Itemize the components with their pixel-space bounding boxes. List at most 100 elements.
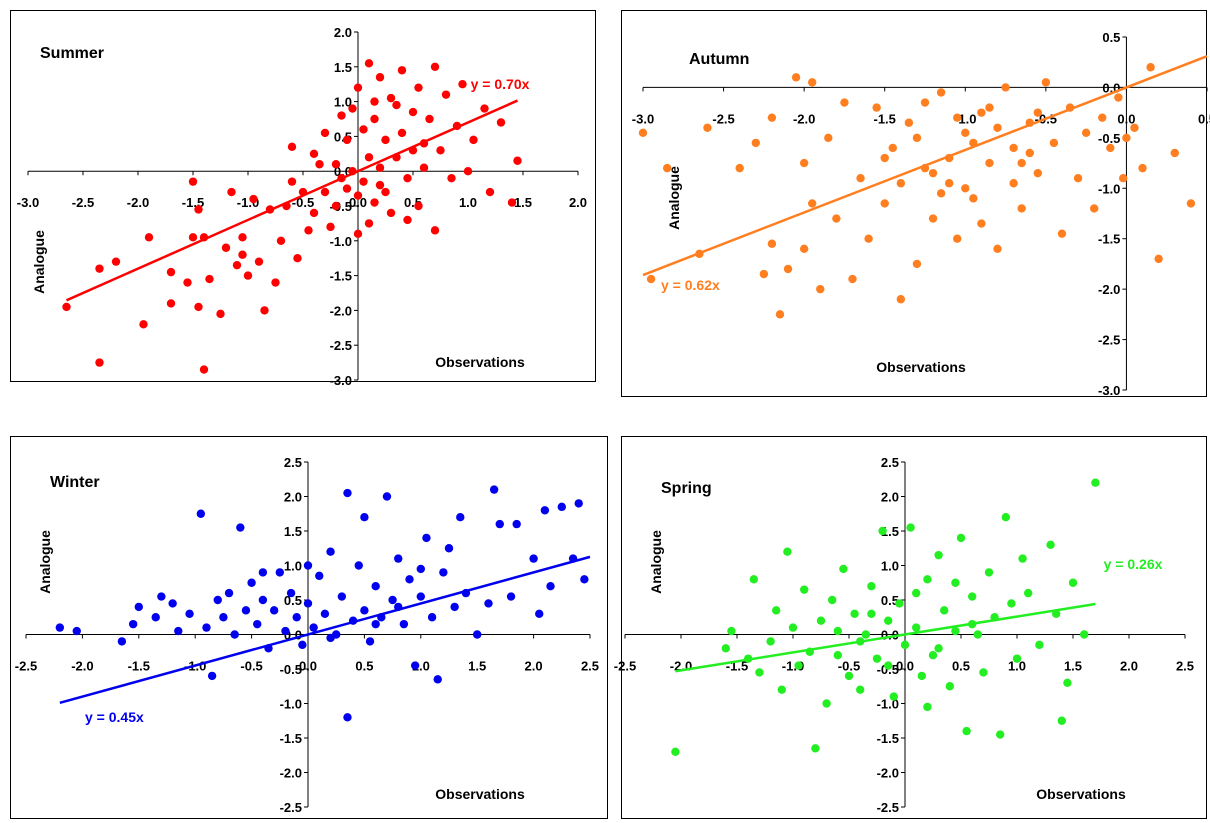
data-point [1001,83,1010,92]
data-point [62,302,71,312]
data-point [889,692,898,701]
x-tick-label: 2.0 [1120,659,1138,674]
data-point [800,585,809,594]
data-point [247,578,256,587]
data-point [1170,148,1179,158]
data-point [303,599,313,608]
x-tick-label: 0.5 [1198,111,1210,126]
data-point [557,502,566,512]
data-point [199,365,209,374]
data-point [977,219,986,228]
y-tick-label: 2.0 [284,490,302,505]
data-point [174,626,183,636]
data-point [1080,630,1089,639]
data-point [880,153,889,163]
data-point [912,133,922,143]
data-point [808,199,817,208]
data-point [833,651,842,660]
data-point [484,599,493,608]
data-point [320,128,330,138]
data-point [861,630,870,639]
data-point [878,526,887,536]
data-point [1057,716,1066,725]
trendline-equation: y = 0.70x [471,76,530,92]
data-point [751,138,760,148]
x-tick-label: 0.0 [896,659,914,674]
data-point [188,233,198,242]
data-point [934,644,943,653]
y-tick-label: -1.0 [1098,181,1120,196]
data-point [117,637,127,646]
data-point [111,257,121,266]
data-point [309,623,318,632]
data-point [546,582,555,591]
x-tick-label: 0.5 [355,659,373,674]
chart-summer: -3.0 -2.5 -2.0 -1.5 -1.0 -0.5 0.0 0.5 1.0 1.5 2.0-… [10,10,596,388]
data-point [95,264,104,273]
data-point [271,278,280,287]
x-tick-label: -1.5 [874,111,896,126]
y-tick-label: -2.5 [877,800,899,815]
data-point [414,83,423,92]
scatter-plot-spring: -2.5 -2.0 -1.5 -1.0 -0.5 0.0 0.5 1.0 1.5 2.0 2.5-2… [614,436,1207,819]
x-axis-label: Observations [435,786,525,802]
chart-title: Summer [40,45,104,62]
data-point [1130,123,1139,132]
data-point [945,682,954,691]
data-point [309,149,319,158]
data-point [1017,204,1026,213]
y-tick-label: -2.5 [330,338,352,353]
data-point [799,158,809,168]
data-point [414,201,423,211]
chart-autumn: -3.0 -2.5 -2.0 -1.5 -1.0 -0.5 0.0 0.5 -3.0 -2.5 -2… [621,10,1210,398]
data-point [375,163,385,172]
data-point [1068,578,1078,587]
y-tick-label: 1.0 [881,559,899,574]
x-tick-label: -2.5 [72,195,94,210]
data-point [382,492,392,501]
data-point [775,310,785,319]
data-point [258,595,268,605]
data-point [403,215,412,225]
y-tick-label: -1.0 [280,697,302,712]
data-point [1017,158,1026,168]
data-point [912,623,921,632]
data-point [480,104,489,113]
data-point [1035,640,1044,650]
data-point [1186,199,1196,208]
y-tick-label: 1.5 [334,60,352,75]
data-point [1081,128,1091,138]
data-point [326,633,335,643]
x-tick-label: -2.5 [614,659,636,674]
data-point [1098,113,1107,122]
data-point [961,128,970,138]
data-point [1154,254,1163,264]
data-point [342,135,352,145]
data-point [315,571,324,581]
data-point [353,83,363,92]
data-point [227,187,236,197]
data-point [1009,143,1018,153]
data-point [216,309,225,319]
data-point [1009,179,1018,188]
data-point [309,208,319,218]
data-point [293,254,302,263]
data-point [370,114,379,124]
data-point [213,595,222,605]
data-point [1007,599,1016,608]
data-point [513,156,522,165]
data-point [867,582,876,591]
data-point [473,630,482,639]
data-point [139,320,148,329]
data-point [791,73,801,82]
y-tick-label: 2.0 [881,490,899,505]
data-point [917,671,926,681]
data-point [996,730,1005,739]
data-point [359,177,368,186]
data-point [766,637,775,646]
x-tick-label: 2.0 [525,659,543,674]
data-point [221,243,231,252]
data-point [408,107,418,117]
data-point [985,158,994,168]
data-point [1041,78,1051,87]
